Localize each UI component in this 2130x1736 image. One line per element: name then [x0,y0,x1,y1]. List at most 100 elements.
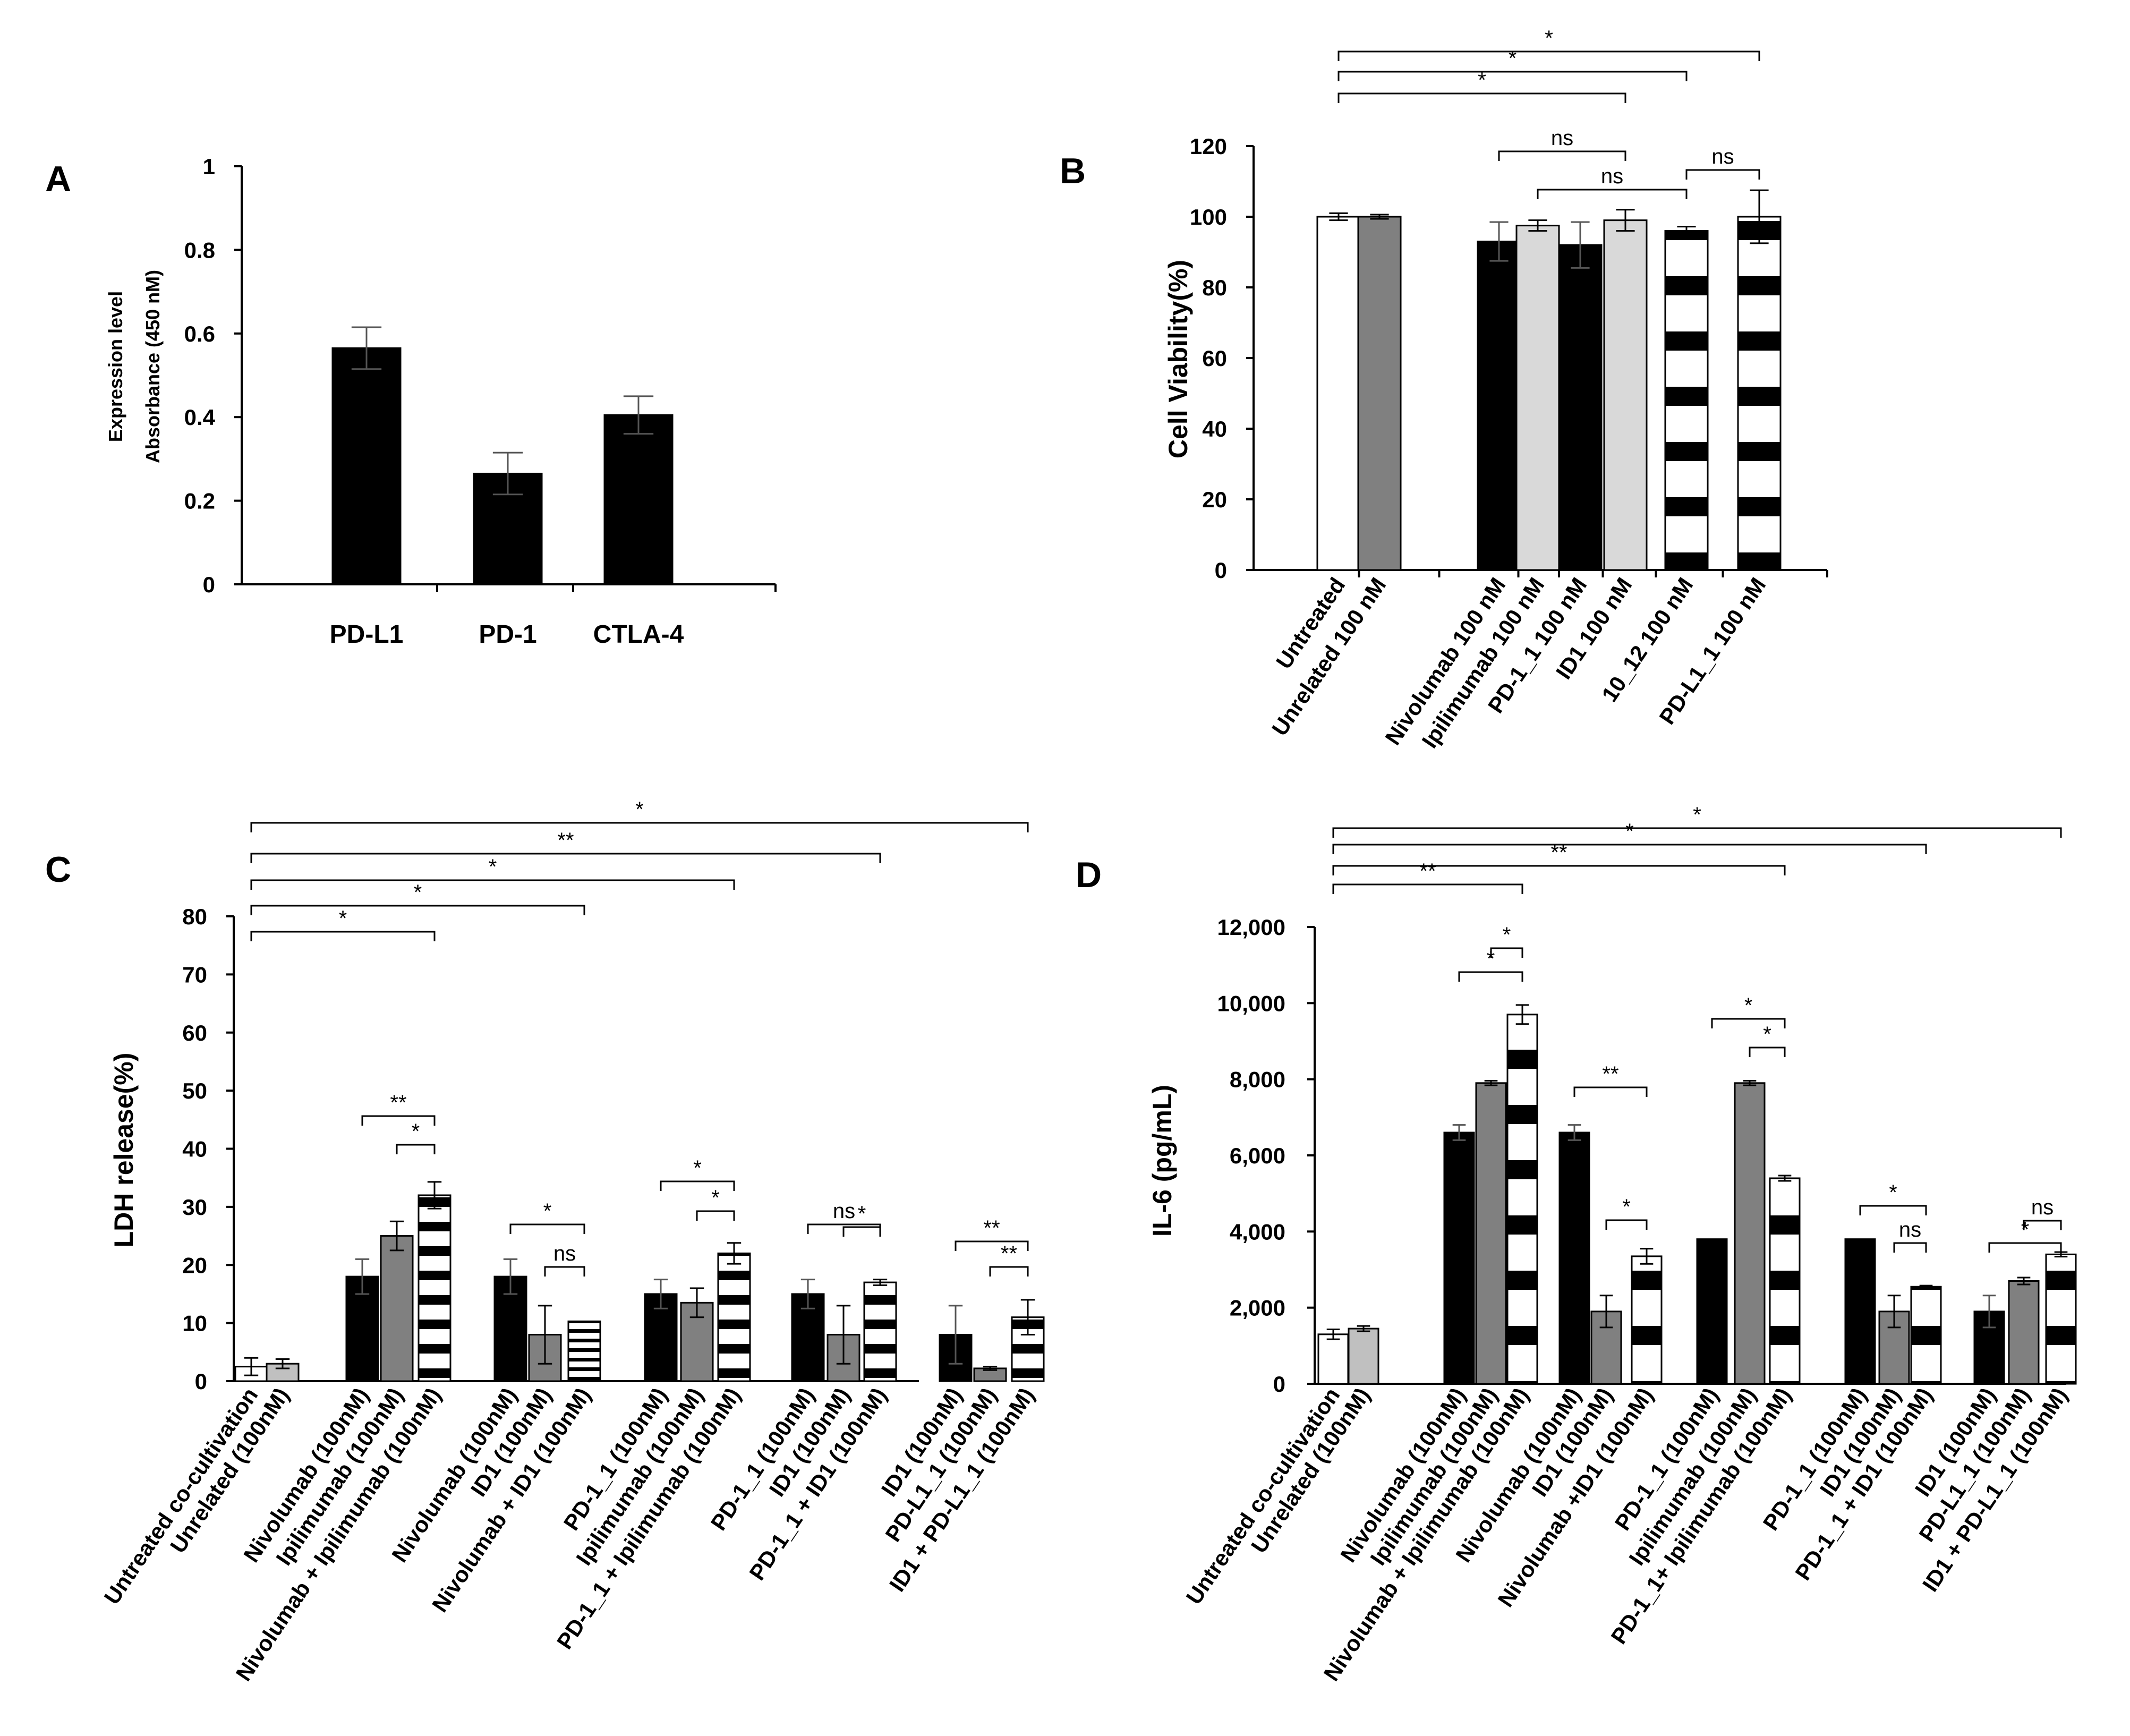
bar-unrelated-100nm [1348,1327,1379,1385]
significance-label: * [1763,1023,1771,1046]
panel-a: A 0 0.2 0.4 0.6 0.8 1 Expression level Absorbanc… [45,154,777,649]
y-tick-label: 80 [182,904,207,929]
significance-label: * [543,1199,552,1223]
y-tick-label: 40 [182,1137,207,1162]
y-tick-label: 0 [1273,1372,1285,1397]
significance-bracket [989,1266,1029,1277]
y-tick-label: 100 [1190,205,1227,229]
y-axis-label: LDH release(%) [109,1053,139,1248]
panel-d: D 0 2,000 4,000 6,000 8,000 10,000 12,000 IL-6 (… [1076,803,2077,1686]
significance-label: ** [1602,1062,1618,1086]
y-tick-label: 8,000 [1230,1067,1285,1092]
y-tick-label: 0.4 [184,405,216,430]
significance-bracket [660,1180,735,1191]
bar-untreated [1316,216,1361,571]
y-tick-label: 60 [182,1020,207,1045]
bar-pd-1-1-100nm [1696,1238,1728,1385]
significance-label: * [339,907,347,930]
y-tick-label: 60 [1202,346,1227,371]
significance-bracket [1337,50,1760,61]
bar-nivolumab-100nm [1558,1131,1590,1385]
significance-label: ns [833,1199,855,1223]
bar-pd-1-1-100nm [1844,1238,1876,1385]
panel-letter: D [1076,855,1102,895]
significance-label: ** [390,1091,406,1114]
significance-bracket [1605,1219,1648,1230]
significance-bracket [1332,827,2062,838]
y-tick-label: 80 [1202,275,1227,300]
significance-label: ** [1419,860,1436,883]
y-axis-label: Cell Viability(%) [1163,260,1193,458]
y-tick-label: 40 [1202,416,1227,441]
y-tick-label: 0.2 [184,489,215,514]
significance-bracket [250,822,1029,832]
category-label: CTLA-4 [593,620,684,649]
significance-bracket [250,931,436,941]
y-tick-label: 0 [1215,558,1227,583]
y-tick-label: 6,000 [1230,1143,1285,1168]
bar-untreated-co-cultivation [1317,1333,1349,1385]
bar-nivolumab-ipilimumab-100nm [418,1194,451,1382]
bar-id1-100-nm [1603,219,1648,571]
y-axis-label: Expression level [105,291,126,442]
panel-c: C 0 10 20 30 40 50 60 70 80 LDH release(%) Untreate… [45,798,1045,1686]
y-tick-label: 2,000 [1230,1296,1285,1321]
significance-bracket [1537,189,1688,199]
category-label: Untreated co-cultivation [1181,1383,1345,1609]
category-label: Untreated co-cultivation [99,1383,263,1609]
bar-pd-1-1-ipilimumab-100nm [1769,1177,1801,1385]
y-tick-label: 1 [203,154,215,179]
significance-bracket [544,1266,585,1277]
bar-nivolumab-100nm [1443,1131,1475,1385]
significance-bracket [1859,1205,1927,1215]
significance-bracket [1332,883,1523,894]
bar-unrelated-100-nm [1357,216,1402,571]
significance-bracket [1490,947,1523,958]
y-tick-label: 0 [203,572,215,597]
significance-label: ** [557,829,574,852]
significance-bracket [250,879,735,890]
category-label: PD-1 [479,620,536,649]
significance-label: ** [1001,1242,1017,1265]
significance-label: * [1487,947,1495,971]
significance-label: * [414,881,422,904]
significance-bracket [1893,1242,1927,1253]
significance-bracket [1749,1046,1786,1057]
significance-bracket [696,1210,735,1221]
significance-bracket [361,1115,436,1126]
bar-nivolumab-ipilimumab-100nm [1506,1014,1538,1385]
significance-bracket [1498,150,1626,161]
bar-ipilimumab-100nm [1475,1082,1507,1385]
bar-ipilimumab-100nm [1734,1082,1766,1385]
significance-bracket [1337,92,1626,103]
y-tick-label: 0.8 [184,237,215,262]
bar-id1-pd-l1-1-100nm [2045,1253,2077,1385]
significance-bracket [1332,865,1786,875]
y-tick-label: 12,000 [1217,915,1285,940]
significance-label: ** [1550,841,1567,864]
significance-label: ** [983,1216,1000,1240]
significance-bracket [1988,1242,2062,1253]
y-tick-label: 0.6 [184,321,215,346]
y-tick-label: 0 [195,1369,207,1394]
significance-label: * [1693,803,1701,827]
y-tick-label: 4,000 [1230,1219,1285,1244]
significance-label: * [1622,1195,1631,1219]
significance-bracket [509,1223,585,1234]
bar-pd-1-1-ipilimumab-100nm [717,1252,751,1382]
significance-label: * [489,855,497,879]
y-axis-label: IL-6 (pg/mL) [1147,1085,1177,1237]
bar-ipilimumab-100-nm [1515,225,1560,571]
y-tick-label: 50 [182,1078,207,1103]
significance-label: * [635,798,644,821]
significance-bracket [2023,1220,2062,1230]
significance-label: * [1509,47,1517,70]
significance-bracket [1711,1018,1786,1028]
bar-10-12-100-nm [1664,230,1709,571]
y-tick-label: 20 [182,1253,207,1278]
significance-label: * [1744,994,1753,1017]
significance-label: * [1503,923,1511,947]
bar-nivolumab-id1-100nm [1631,1255,1663,1385]
